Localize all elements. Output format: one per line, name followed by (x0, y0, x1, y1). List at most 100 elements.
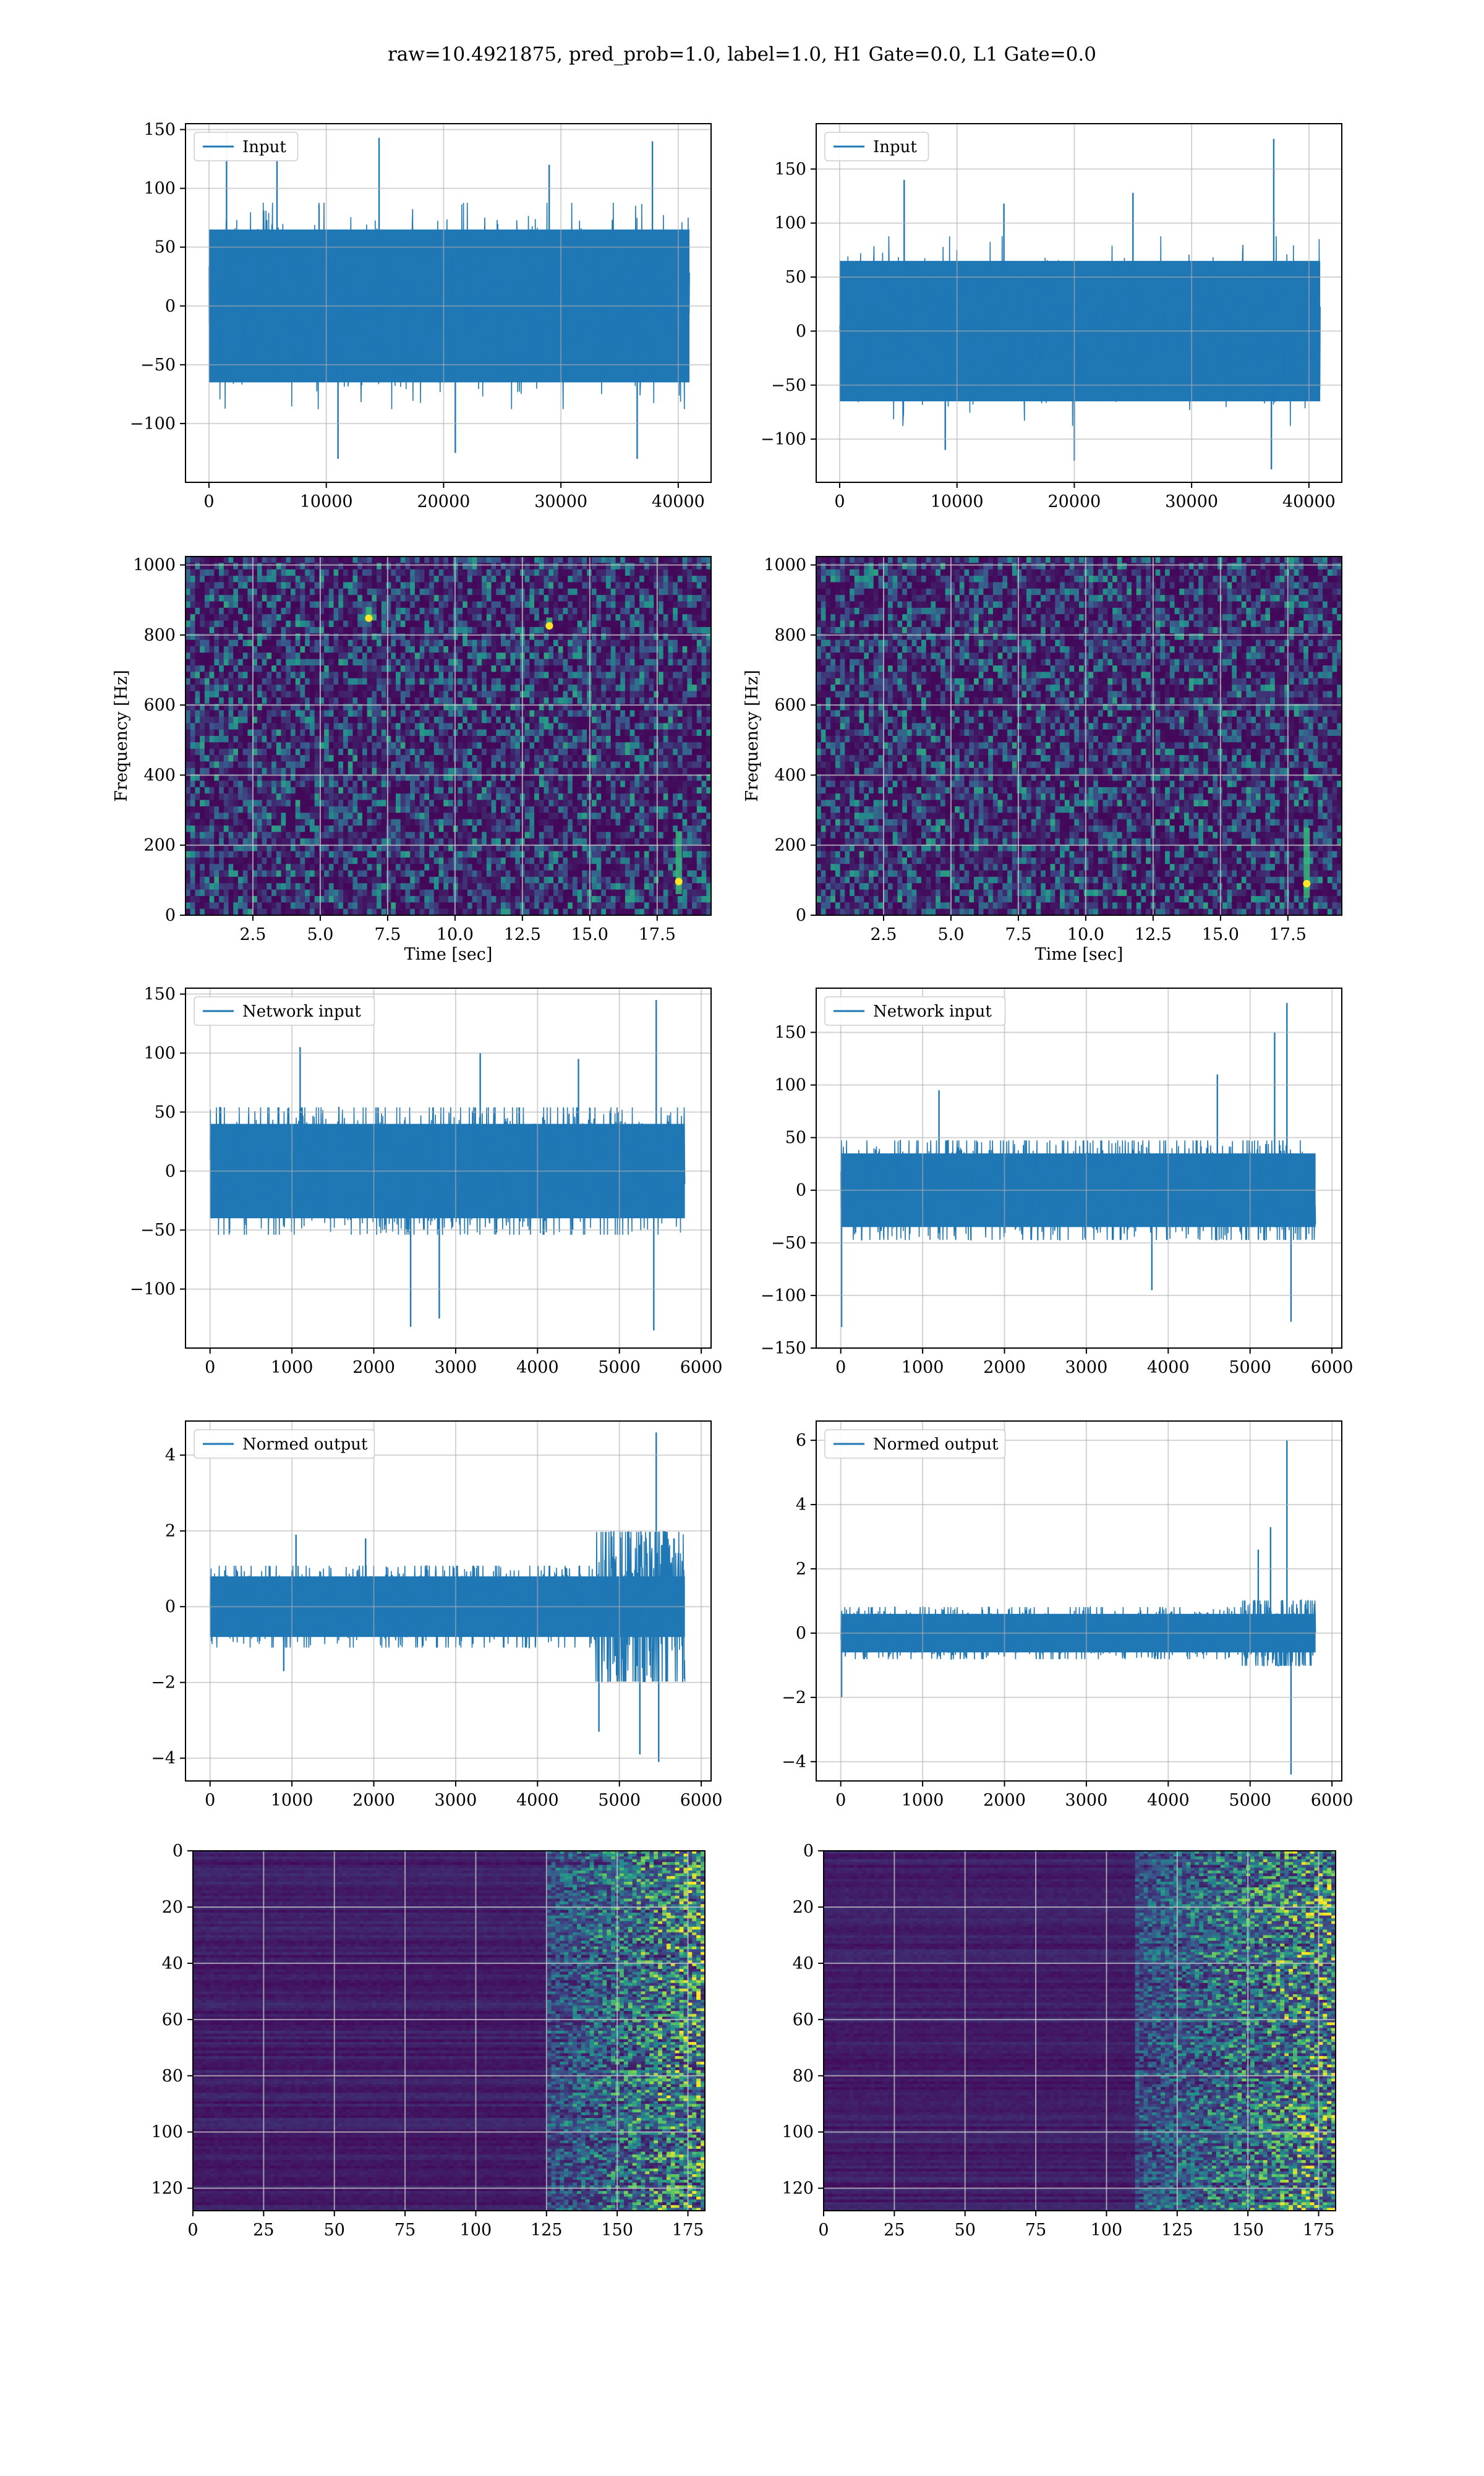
heatmap-cell (229, 742, 234, 749)
heatmap-cell (224, 806, 229, 813)
heatmap-cell (487, 621, 492, 628)
heatmap-cell (405, 742, 410, 749)
heatmap-cell (362, 652, 367, 659)
heatmap-cell (415, 826, 420, 832)
heatmap-cell (229, 839, 234, 845)
heatmap-cell (573, 902, 578, 909)
heatmap-cell (472, 652, 477, 659)
heatmap-cell (334, 576, 339, 583)
heatmap-cell (592, 839, 597, 845)
heatmap-cell (296, 723, 301, 730)
heatmap-cell (386, 813, 391, 819)
heatmap-cell (548, 890, 553, 897)
heatmap-cell (243, 563, 248, 570)
heatmap-cell (324, 563, 329, 570)
heatmap-cell (372, 877, 377, 884)
heatmap-cell (467, 781, 472, 788)
heatmap-cell (362, 890, 367, 897)
heatmap-cell (458, 871, 463, 877)
heatmap-cell (391, 736, 396, 743)
heatmap-cell (410, 902, 415, 909)
heatmap-cell (334, 819, 339, 826)
heatmap-cell (205, 858, 210, 864)
heatmap-cell (553, 781, 558, 788)
heatmap-cell (219, 627, 224, 634)
heatmap-cell (568, 608, 573, 615)
heatmap-cell (352, 832, 357, 839)
heatmap-cell (573, 813, 578, 819)
heatmap-cell (296, 749, 301, 756)
heatmap-cell (377, 813, 382, 819)
heatmap-cell (224, 602, 229, 608)
heatmap-cell (496, 793, 501, 800)
heatmap-cell (573, 717, 578, 724)
heatmap-cell (405, 557, 410, 563)
heatmap-cell (434, 665, 439, 672)
heatmap-cell (401, 563, 406, 570)
heatmap-cell (573, 736, 578, 743)
heatmap-cell (429, 672, 434, 678)
heatmap-cell (362, 832, 367, 839)
heatmap-cell (515, 595, 520, 602)
heatmap-cell (582, 883, 587, 890)
heatmap-cell (219, 589, 224, 596)
heatmap-cell (534, 742, 539, 749)
heatmap-cell (315, 678, 320, 685)
heatmap-cell (568, 736, 573, 743)
heatmap-cell (467, 723, 472, 730)
heatmap-cell (296, 678, 301, 685)
heatmap-cell (281, 652, 286, 659)
heatmap-cell (396, 909, 401, 916)
heatmap-cell (420, 602, 425, 608)
heatmap-cell (324, 755, 329, 762)
heatmap-cell (357, 800, 362, 807)
heatmap-cell (582, 698, 587, 704)
heatmap-cell (296, 813, 301, 819)
heatmap-cell (515, 768, 520, 775)
heatmap-cell (458, 646, 463, 653)
heatmap-cell (190, 839, 195, 845)
heatmap-cell (305, 793, 310, 800)
heatmap-cell (510, 813, 515, 819)
heatmap-cell (597, 787, 602, 794)
heatmap-cell (529, 640, 534, 647)
heatmap-cell (281, 589, 286, 596)
heatmap-cell (271, 621, 276, 628)
y-tick-label: 0 (796, 322, 806, 341)
heatmap-cell (553, 877, 558, 884)
heatmap-cell (362, 806, 367, 813)
heatmap-cell (334, 851, 339, 858)
heatmap-cell (501, 723, 506, 730)
heatmap-cell (592, 877, 597, 884)
heatmap-cell (205, 800, 210, 807)
heatmap-cell (296, 742, 301, 749)
heatmap-cell (582, 723, 587, 730)
heatmap-cell (391, 755, 396, 762)
heatmap-cell (357, 691, 362, 698)
heatmap-cell (238, 864, 243, 871)
heatmap-cell (377, 621, 382, 628)
heatmap-cell (525, 749, 530, 756)
heatmap-cell (548, 640, 553, 647)
heatmap-cell (415, 627, 420, 634)
heatmap-cell (529, 749, 534, 756)
heatmap-cell (448, 602, 453, 608)
heatmap-cell (415, 589, 420, 596)
heatmap-cell (262, 877, 267, 884)
heatmap-cell (439, 736, 444, 743)
heatmap-cell (458, 576, 463, 583)
heatmap-cell (214, 685, 219, 691)
heatmap-cell (219, 730, 224, 736)
heatmap-cell (415, 864, 420, 871)
heatmap-cell (458, 685, 463, 691)
heatmap-cell (267, 723, 271, 730)
heatmap-cell (548, 768, 553, 775)
heatmap-cell (548, 896, 553, 903)
heatmap-cell (544, 761, 549, 768)
heatmap-cell (210, 570, 215, 576)
heatmap-cell (578, 659, 582, 666)
heatmap-cell (281, 640, 286, 647)
heatmap-cell (434, 871, 439, 877)
heatmap-cell (439, 800, 444, 807)
heatmap-cell (568, 665, 573, 672)
